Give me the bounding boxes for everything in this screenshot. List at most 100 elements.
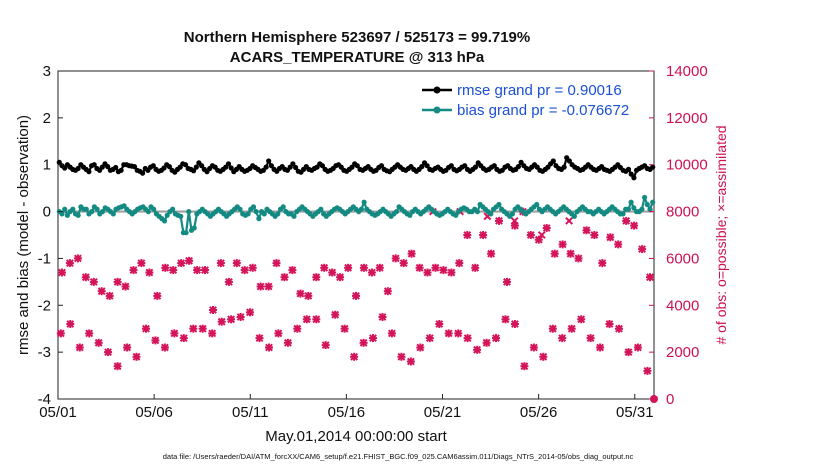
obs-marker (492, 334, 500, 343)
obs-marker (331, 310, 340, 319)
bias-point (170, 206, 176, 212)
obs-marker (574, 254, 583, 263)
obs-marker (463, 231, 472, 239)
bias-point (164, 212, 170, 218)
obs-marker (216, 259, 225, 268)
obs-marker (577, 315, 586, 324)
y-left-tick-label: 0 (43, 204, 51, 221)
obs-marker (435, 320, 444, 328)
bias-point (99, 209, 106, 215)
obs-marker (208, 329, 217, 338)
obs-marker (473, 345, 482, 354)
bias-point (488, 211, 494, 217)
obs-marker (97, 287, 106, 296)
obs-marker-stroke (537, 231, 546, 239)
rmse-point (105, 164, 111, 170)
rmse-point (354, 163, 360, 169)
bias-point (631, 205, 637, 211)
rmse-point (550, 158, 556, 164)
x-axis-label: May.01,2014 00:00:00 start (265, 428, 447, 445)
obs-marker (113, 277, 122, 286)
rmse-point (118, 167, 124, 173)
obs-marker (454, 329, 463, 338)
obs-marker (614, 240, 623, 249)
obs-marker (510, 216, 519, 225)
obs-marker (367, 268, 376, 277)
obs-marker (328, 268, 337, 277)
obs-marker (558, 240, 567, 249)
obs-marker (198, 324, 207, 333)
y-left-tick-label: -1 (38, 250, 51, 267)
rmse-point (166, 164, 172, 170)
rmse-point (472, 164, 479, 170)
obs-marker (501, 315, 510, 324)
obs-marker (622, 216, 631, 225)
obs-marker (56, 329, 65, 338)
x-tick-label: 05/06 (135, 404, 173, 421)
obs-marker (160, 343, 169, 352)
bias-point (639, 206, 645, 212)
bias-point (250, 204, 257, 210)
bias-point (318, 206, 324, 212)
rmse-point (631, 175, 637, 181)
obs-marker (542, 224, 551, 232)
chart-title: Northern Hemisphere 523697 / 525173 = 99… (184, 29, 530, 46)
bias-point (94, 206, 100, 212)
obs-marker (526, 231, 535, 239)
bias-point (453, 212, 459, 218)
rmse-point (424, 163, 430, 169)
rmse-point (199, 163, 205, 169)
obs-marker (113, 362, 122, 371)
obs-marker (643, 366, 652, 375)
rmse-point (462, 163, 468, 169)
rmse-point (86, 169, 92, 175)
obs-marker (423, 268, 432, 277)
bias-point (191, 225, 197, 231)
rmse-point (193, 164, 199, 170)
bias-point (496, 201, 502, 208)
obs-marker (255, 334, 264, 343)
obs-marker (312, 315, 321, 324)
bias-point (407, 212, 413, 218)
obs-marker (246, 308, 254, 317)
obs-marker (272, 259, 281, 268)
rmse-series (56, 155, 656, 181)
rmse-point (491, 163, 497, 169)
obs-marker (217, 317, 226, 326)
y-axis-left-label: rmse and bias (model - observation) (15, 115, 32, 355)
obs-marker (288, 266, 297, 275)
y-right-tick-label: 8000 (666, 204, 699, 221)
rmse-point (628, 171, 634, 177)
obs-marker (630, 221, 639, 230)
x-tick-label: 05/16 (328, 404, 366, 421)
obs-marker (256, 282, 265, 291)
bias-point (237, 206, 243, 212)
x-tick-label: 05/31 (616, 404, 654, 421)
y-left-tick-label: 1 (43, 157, 51, 174)
bias-point (650, 199, 656, 205)
rmse-point (113, 164, 119, 171)
obs-marker (137, 259, 146, 268)
obs-marker (280, 273, 289, 282)
bias-point (145, 209, 151, 215)
bias-point (358, 206, 364, 212)
bias-point (256, 216, 262, 222)
rmse-point (515, 164, 522, 170)
obs-marker (378, 313, 387, 321)
obs-marker (264, 282, 273, 291)
obs-marker (85, 329, 94, 338)
rmse-point (566, 158, 573, 164)
obs-marker (539, 352, 548, 361)
bias-point (647, 206, 653, 212)
obs-marker (537, 231, 546, 239)
y-right-tick-label: 4000 (666, 297, 699, 314)
obs-marker (227, 315, 236, 324)
x-tick-label: 05/11 (232, 404, 268, 421)
obs-marker (201, 266, 209, 275)
bias-point (261, 211, 267, 217)
obs-marker (350, 352, 359, 361)
bias-point (275, 211, 281, 217)
obs-marker (232, 259, 241, 268)
bias-point (83, 206, 89, 212)
obs-marker-stroke (565, 216, 574, 225)
